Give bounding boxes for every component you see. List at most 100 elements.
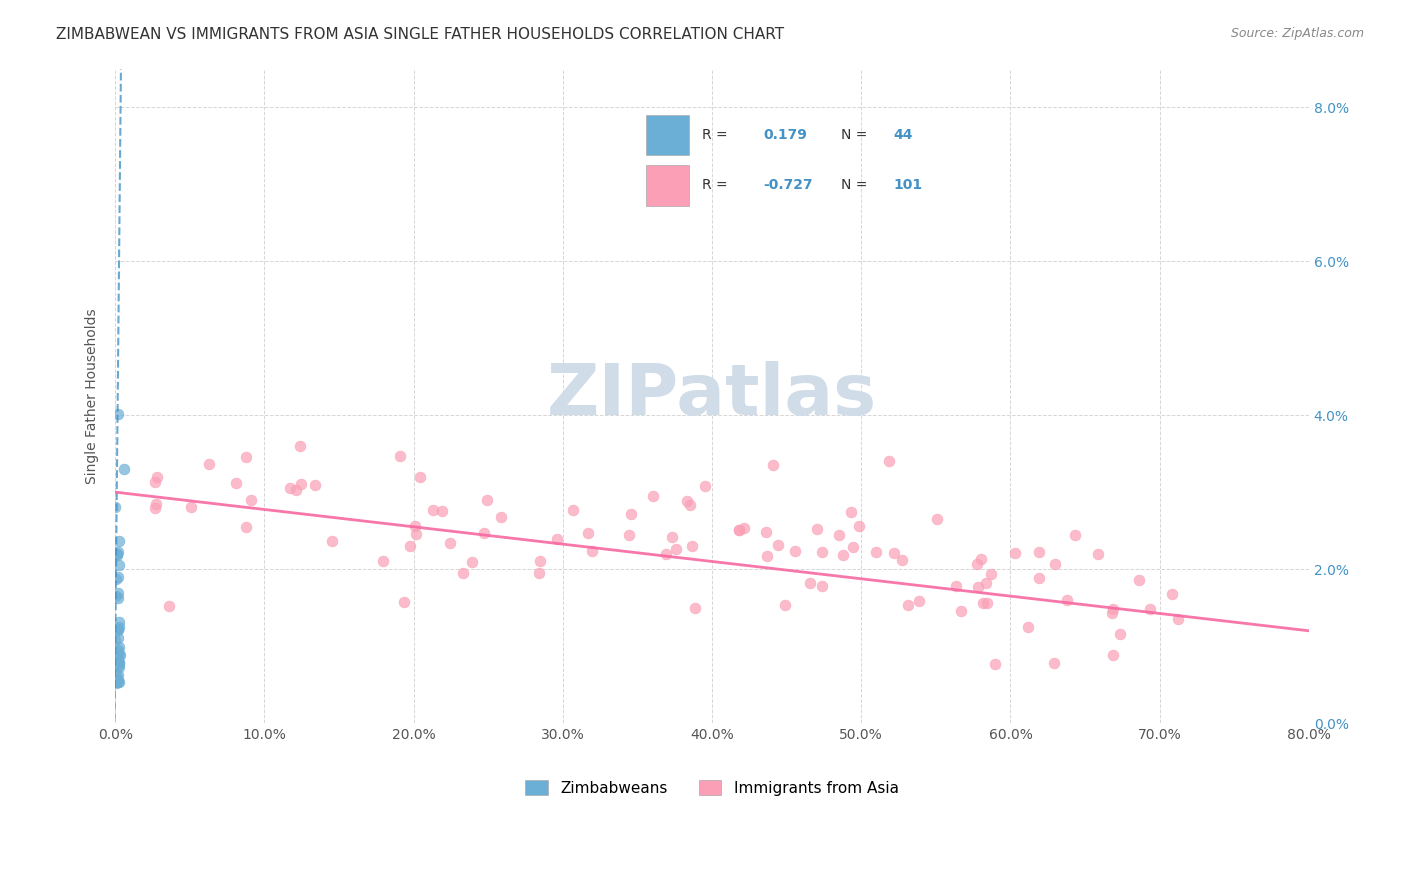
- Point: [392, 595, 415, 609]
- Point: [643, 489, 665, 503]
- Point: [157, 599, 180, 614]
- Point: [105, 650, 128, 665]
- FancyBboxPatch shape: [645, 165, 689, 205]
- Point: [882, 546, 904, 560]
- Point: [576, 526, 599, 541]
- Point: [897, 598, 920, 612]
- Point: [108, 620, 131, 634]
- Point: [1056, 593, 1078, 607]
- Point: [180, 500, 202, 515]
- Point: [107, 659, 129, 673]
- Point: [581, 544, 603, 558]
- Point: [728, 523, 751, 537]
- Point: [105, 653, 128, 667]
- Point: [810, 545, 832, 559]
- Point: [405, 527, 427, 541]
- Point: [290, 439, 312, 453]
- Point: [108, 615, 131, 630]
- Point: [806, 522, 828, 536]
- Point: [1101, 607, 1123, 621]
- Point: [107, 622, 129, 636]
- Point: [104, 644, 127, 658]
- Point: [108, 640, 131, 655]
- Point: [619, 528, 641, 542]
- Text: R =: R =: [702, 178, 727, 192]
- Point: [439, 535, 461, 549]
- Point: [235, 450, 257, 465]
- Point: [145, 497, 167, 511]
- Point: [107, 623, 129, 637]
- Point: [527, 566, 550, 580]
- Point: [1102, 648, 1125, 662]
- Point: [108, 656, 131, 670]
- Point: [1064, 528, 1087, 542]
- Point: [105, 672, 128, 686]
- Y-axis label: Single Father Households: Single Father Households: [86, 308, 100, 483]
- Legend: Zimbabweans, Immigrants from Asia: Zimbabweans, Immigrants from Asia: [519, 773, 905, 802]
- Point: [832, 548, 855, 562]
- Point: [105, 653, 128, 667]
- Point: [112, 462, 135, 476]
- Point: [405, 518, 427, 533]
- Point: [107, 570, 129, 584]
- Point: [1028, 545, 1050, 559]
- Point: [972, 595, 994, 609]
- Point: [966, 557, 988, 571]
- Point: [107, 631, 129, 645]
- Point: [104, 651, 127, 665]
- Point: [240, 493, 263, 508]
- Point: [107, 673, 129, 687]
- Text: 101: 101: [893, 178, 922, 192]
- Point: [879, 454, 901, 468]
- Point: [620, 507, 643, 521]
- Point: [842, 540, 865, 554]
- Text: ZIMBABWEAN VS IMMIGRANTS FROM ASIA SINGLE FATHER HOUSEHOLDS CORRELATION CHART: ZIMBABWEAN VS IMMIGRANTS FROM ASIA SINGL…: [56, 27, 785, 42]
- Point: [472, 525, 495, 540]
- Point: [285, 483, 308, 497]
- Point: [762, 458, 785, 473]
- Point: [1043, 558, 1066, 572]
- Point: [105, 548, 128, 562]
- Point: [105, 676, 128, 690]
- Point: [1128, 574, 1150, 588]
- Point: [225, 476, 247, 491]
- Point: [107, 656, 129, 670]
- Point: [107, 654, 129, 668]
- Point: [104, 500, 127, 514]
- Point: [841, 505, 863, 519]
- Point: [661, 530, 683, 544]
- Point: [104, 675, 127, 690]
- Point: [104, 589, 127, 603]
- Point: [925, 512, 948, 526]
- Point: [107, 558, 129, 572]
- Point: [945, 579, 967, 593]
- Point: [733, 521, 755, 535]
- Point: [1017, 620, 1039, 634]
- Point: [104, 633, 127, 648]
- Point: [1108, 627, 1130, 641]
- Point: [1139, 602, 1161, 616]
- Point: [107, 651, 129, 665]
- Point: [104, 572, 127, 586]
- Point: [108, 648, 131, 662]
- FancyBboxPatch shape: [645, 114, 689, 155]
- Text: N =: N =: [841, 128, 868, 142]
- Point: [685, 601, 707, 615]
- Point: [304, 478, 326, 492]
- Point: [108, 675, 131, 690]
- Point: [908, 594, 931, 608]
- Point: [1004, 546, 1026, 560]
- Point: [107, 660, 129, 674]
- Point: [430, 504, 453, 518]
- Text: Source: ZipAtlas.com: Source: ZipAtlas.com: [1230, 27, 1364, 40]
- Point: [810, 578, 832, 592]
- Point: [107, 647, 129, 661]
- Point: [755, 549, 778, 563]
- Point: [1161, 587, 1184, 601]
- Point: [1167, 612, 1189, 626]
- Point: [108, 534, 131, 549]
- Point: [695, 479, 717, 493]
- Point: [679, 498, 702, 512]
- Text: ZIPatlas: ZIPatlas: [547, 361, 877, 430]
- Text: N =: N =: [841, 178, 868, 192]
